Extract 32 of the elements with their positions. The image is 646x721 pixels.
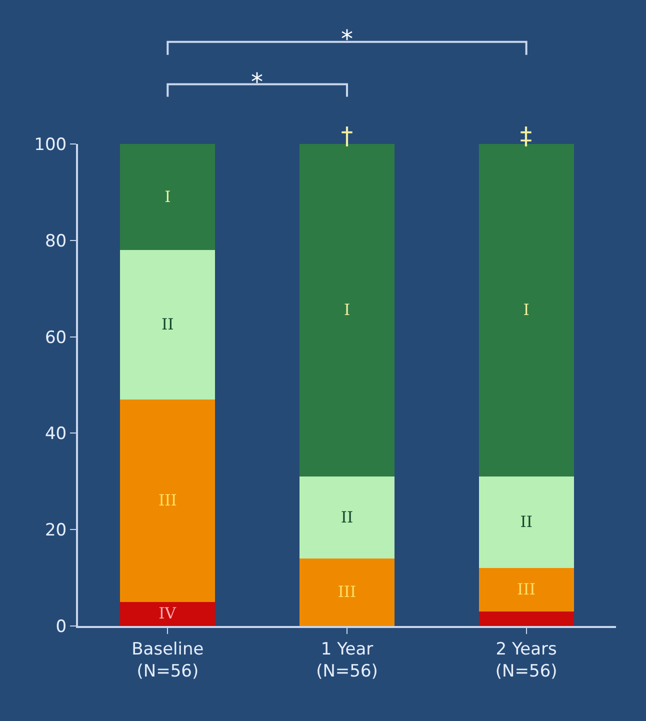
bar bbox=[299, 476, 395, 559]
x-tick-label: 1 Year (N=56) bbox=[316, 639, 378, 682]
annotation: ‡ bbox=[520, 122, 532, 150]
text: I bbox=[344, 301, 350, 320]
series-label: I bbox=[164, 188, 171, 206]
y-tick-label: 60 bbox=[44, 328, 67, 348]
text: II bbox=[162, 315, 174, 334]
bar bbox=[120, 399, 216, 602]
y-tick-label: 20 bbox=[44, 520, 67, 541]
text: * bbox=[251, 68, 263, 96]
bar bbox=[299, 558, 395, 626]
text: II bbox=[520, 513, 532, 532]
series-label: II bbox=[340, 508, 354, 526]
y-tick-label: 100 bbox=[34, 134, 67, 155]
series-label: IV bbox=[158, 604, 177, 623]
annotation: † bbox=[341, 122, 353, 150]
bar bbox=[120, 602, 216, 626]
bar bbox=[478, 476, 574, 568]
bar bbox=[120, 144, 216, 250]
y-tick-label: 80 bbox=[44, 231, 67, 252]
y-tick-label: 40 bbox=[44, 424, 67, 444]
x-tick-label: 2 Years (N=56) bbox=[495, 639, 558, 682]
bar bbox=[120, 250, 216, 400]
text: * bbox=[341, 25, 353, 53]
bar bbox=[478, 568, 574, 612]
text: I bbox=[523, 301, 530, 320]
series-label: III bbox=[517, 580, 536, 599]
bar bbox=[478, 612, 574, 626]
y-tick-label: 0 bbox=[56, 616, 67, 637]
x-tick-label: Baseline (N=56) bbox=[132, 639, 204, 682]
text: III bbox=[338, 583, 356, 601]
text: III bbox=[158, 491, 177, 510]
